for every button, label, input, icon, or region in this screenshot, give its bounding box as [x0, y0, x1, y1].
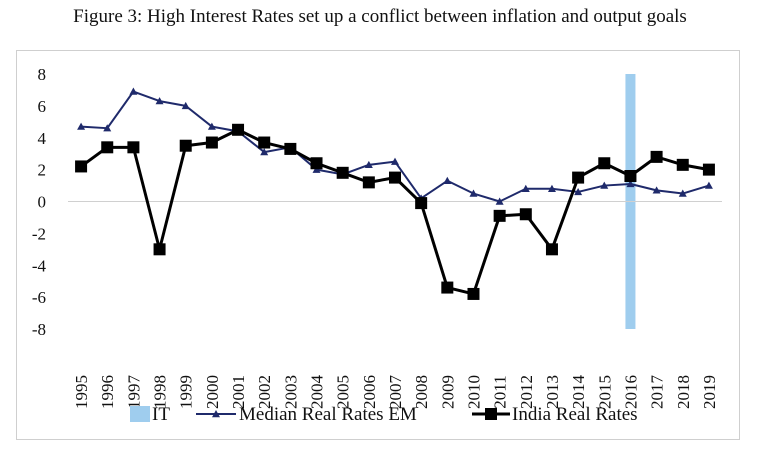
x-tick-label: 2015	[595, 375, 614, 409]
x-tick-label: 2018	[674, 375, 693, 409]
data-point	[260, 148, 269, 156]
data-point	[103, 124, 112, 132]
x-tick-label: 2008	[412, 375, 431, 409]
data-point	[521, 184, 530, 192]
data-point	[101, 141, 114, 154]
data-point	[678, 189, 687, 197]
data-point	[469, 189, 478, 197]
data-point	[284, 142, 297, 155]
legend-label-india: India Real Rates	[512, 404, 638, 425]
x-tick-label: 2007	[386, 375, 405, 410]
x-tick-label: 2009	[438, 375, 457, 409]
y-tick-label: 4	[38, 129, 47, 148]
data-point	[391, 157, 399, 165]
y-tick-label: 6	[38, 97, 47, 116]
data-point	[153, 243, 166, 256]
data-point	[652, 186, 661, 194]
x-tick-label: 2014	[569, 375, 588, 410]
x-tick-label: 2006	[360, 375, 379, 409]
data-point	[127, 141, 140, 154]
data-point	[574, 187, 583, 196]
x-tick-label: 2016	[621, 375, 640, 409]
data-point	[415, 197, 428, 210]
x-tick-label: 1996	[98, 375, 117, 409]
x-tick-label: 2003	[281, 375, 300, 409]
data-point	[207, 122, 216, 130]
x-tick-label: 2000	[203, 375, 222, 409]
chart-title: Figure 3: High Interest Rates set up a c…	[73, 6, 687, 27]
data-point	[364, 160, 373, 169]
legend-marker-india	[485, 408, 497, 420]
y-tick-label: -8	[32, 320, 46, 339]
x-tick-label: 2017	[648, 375, 667, 410]
y-tick-label: -4	[32, 256, 47, 275]
x-tick-label: 2001	[229, 375, 248, 409]
data-point	[205, 136, 218, 149]
legend-label-median: Median Real Rates EM	[239, 404, 417, 425]
data-point	[650, 150, 663, 163]
data-point	[310, 157, 323, 170]
data-point	[232, 123, 245, 136]
y-tick-label: 0	[38, 193, 47, 212]
x-tick-label: 2011	[491, 375, 510, 408]
x-tick-label: 2013	[543, 375, 562, 409]
data-point	[389, 171, 401, 184]
data-point	[598, 157, 611, 170]
x-tick-label: 2004	[308, 375, 327, 410]
data-point	[626, 179, 635, 188]
data-point	[702, 163, 715, 176]
data-point	[704, 181, 713, 189]
data-point	[467, 287, 480, 300]
data-point	[129, 87, 138, 95]
data-point	[545, 243, 558, 256]
data-point	[495, 197, 504, 205]
data-point	[547, 184, 556, 192]
data-point	[493, 209, 506, 222]
legend-marker-median	[212, 410, 220, 418]
data-point	[258, 136, 271, 149]
legend-swatch-it	[130, 406, 150, 422]
data-point	[519, 208, 532, 221]
x-tick-label: 2010	[464, 375, 483, 409]
x-tick-label: 2019	[700, 375, 719, 409]
data-point	[77, 122, 86, 130]
x-tick-label: 2012	[517, 375, 536, 409]
chart-frame	[16, 50, 740, 440]
x-tick-label: 2002	[255, 375, 274, 409]
x-tick-label: 1999	[177, 375, 196, 409]
y-tick-label: 2	[38, 161, 47, 180]
y-tick-label: -6	[32, 288, 46, 307]
data-point	[600, 181, 609, 189]
data-point	[441, 281, 454, 294]
data-point	[75, 160, 88, 173]
x-tick-label: 1995	[72, 375, 91, 409]
data-point	[155, 97, 164, 105]
data-point	[336, 166, 349, 179]
y-tick-label: -2	[32, 224, 46, 243]
data-point	[624, 170, 637, 182]
series-line	[80, 128, 710, 296]
data-point	[362, 176, 375, 189]
x-tick-label: 1998	[151, 375, 170, 409]
data-point	[572, 171, 585, 184]
data-point	[676, 158, 689, 171]
x-tick-label: 1997	[124, 375, 143, 410]
legend-label-it: IT	[152, 404, 170, 425]
y-tick-label: 8	[38, 65, 47, 84]
data-point	[443, 176, 452, 184]
data-point	[179, 139, 192, 152]
data-point	[181, 101, 190, 110]
x-tick-label: 2005	[334, 375, 353, 409]
